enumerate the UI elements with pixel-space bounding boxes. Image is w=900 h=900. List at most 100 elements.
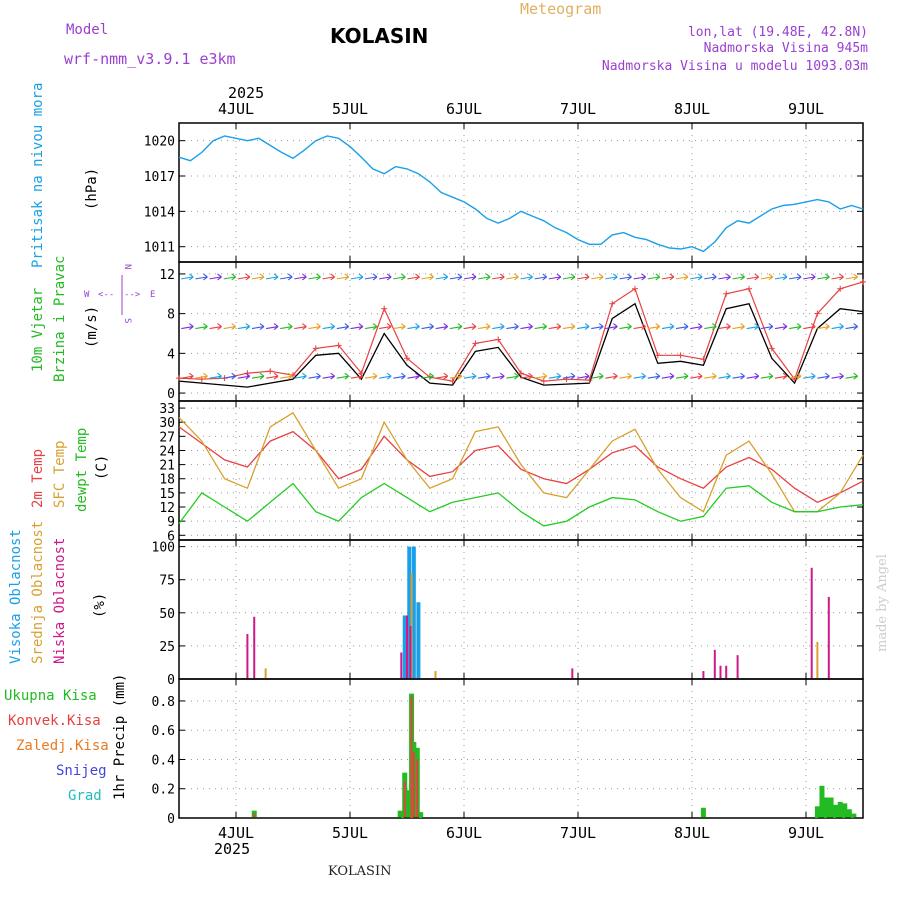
cloud-bar [719, 665, 722, 679]
gust-marker [472, 340, 479, 347]
y-tick-label: 50 [159, 607, 175, 622]
wind-barb [209, 323, 222, 330]
wind-barb [548, 372, 562, 380]
y-tick-label: 0.8 [152, 695, 175, 710]
wind-barb [181, 273, 194, 281]
wind-barb [492, 372, 505, 380]
cloud-bar [810, 567, 813, 679]
cloud-bar [410, 573, 413, 679]
frz-rain-label: Zaledj.Kisa [16, 738, 109, 754]
bottom-day-label: 6JUL [446, 824, 482, 842]
cloud-unit: (%) [92, 593, 108, 618]
y-tick-label: 27 [159, 430, 175, 445]
wind-barb [803, 273, 816, 281]
wind-barb [647, 372, 661, 380]
wind-barb [308, 273, 321, 281]
cloud-bar [407, 546, 412, 679]
top-day-label: 6JUL [446, 100, 482, 118]
model-name: wrf-nmm_v3.9.1 e3km [64, 50, 236, 68]
wind-barb [223, 273, 237, 281]
cloud-bar [571, 668, 574, 679]
compass-n: N [122, 264, 132, 269]
panel-frame [178, 539, 864, 680]
wind-barb [831, 323, 844, 330]
cloud-bar [409, 626, 412, 679]
y-tick-label: 18 [159, 473, 175, 488]
wind-barb [562, 372, 576, 380]
conv-rain-label: Konvek.Kisa [8, 713, 101, 729]
y-tick-label: 12 [159, 501, 175, 516]
wind-barb [294, 273, 307, 281]
wind-barb [463, 372, 477, 380]
wind-barb [266, 372, 279, 380]
wind-speed-line [178, 302, 864, 388]
gust-marker [312, 345, 319, 352]
y-tick-label: 25 [159, 640, 175, 655]
wind-barb [506, 273, 519, 281]
wind-barb [789, 372, 802, 380]
wind-barb [350, 372, 364, 380]
wind-barb [435, 273, 449, 281]
wind-barb [831, 372, 844, 380]
y-tick-label: 100 [152, 541, 175, 556]
wind-barb [576, 323, 590, 330]
wind-barb [774, 372, 788, 380]
wind-barb [633, 372, 646, 380]
panel-4: 0 0.2 0.4 0.6 0.8 [152, 678, 864, 827]
precip-bar [842, 803, 848, 818]
y-tick-label: 0.6 [152, 724, 175, 739]
wind-barb [591, 273, 604, 281]
snow-label: Snijeg [56, 763, 107, 779]
wind-barb [774, 273, 788, 281]
compass-arrow-left: <-- [98, 290, 114, 300]
gust-marker [381, 305, 388, 312]
wind-barb [449, 372, 463, 380]
cloud-bar [416, 602, 421, 679]
wind-barb [393, 323, 406, 330]
wind-barb [280, 372, 293, 380]
t2m-label: 2m Temp [30, 449, 46, 508]
wind-barb [605, 372, 618, 380]
wind-barb [308, 372, 321, 380]
y-tick-label: 0 [167, 812, 175, 827]
precip-bar [412, 752, 415, 818]
precip-bar [403, 781, 406, 818]
compass-arrow-right: --> [124, 290, 141, 300]
wind-barb [845, 273, 859, 281]
wind-barb [817, 273, 830, 281]
top-year: 2025 [228, 84, 264, 102]
y-tick-label: 30 [159, 416, 175, 431]
wind-barb [449, 323, 463, 330]
bottom-day-label: 7JUL [560, 824, 596, 842]
wind-barb [379, 323, 392, 330]
wind-barb [478, 273, 491, 281]
wind-barb [690, 372, 703, 380]
wind-barb [237, 323, 251, 330]
y-tick-label: 6 [167, 529, 175, 544]
gust-marker [404, 355, 410, 362]
footer-station: KOLASIN [328, 864, 391, 879]
gust-marker [837, 285, 844, 292]
cloud-bar [827, 596, 830, 679]
compass-e: E [150, 290, 155, 300]
wind-barb [661, 372, 675, 380]
gust-marker [677, 352, 684, 359]
wind-barb [407, 273, 420, 281]
wind-barb [619, 372, 632, 380]
cloud-bar [411, 546, 416, 679]
gust-marker [495, 336, 502, 343]
wind-barb [562, 273, 576, 281]
mid-cloud-label: Srednja Oblacnost [30, 521, 46, 664]
chart-kind: Meteogram [520, 0, 601, 18]
gust-marker [860, 278, 866, 285]
top-day-label: 9JUL [788, 100, 824, 118]
panel-frame [178, 122, 864, 263]
bottom-day-label: 8JUL [674, 824, 710, 842]
panel-frame [178, 678, 864, 819]
wind-barb [492, 273, 505, 281]
elevation: Nadmorska Visina 945m [704, 41, 869, 56]
wind-barb [223, 372, 237, 380]
precip-bar [418, 812, 424, 818]
credit: made by Angel [875, 554, 890, 652]
